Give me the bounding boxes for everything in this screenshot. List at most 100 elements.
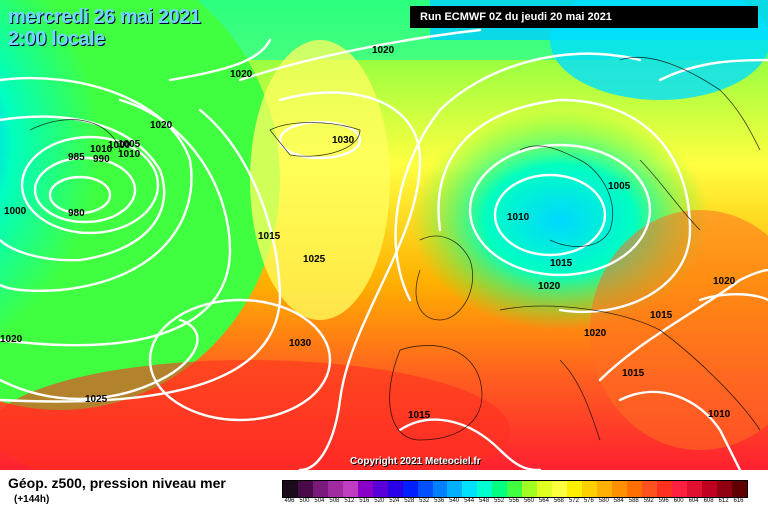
color-scale-swatch (477, 481, 493, 497)
color-scale-label: 608 (703, 498, 714, 504)
isobar-990 (20, 135, 160, 235)
isobar-label: 1000 (4, 206, 27, 217)
isobar-north-east (658, 58, 768, 82)
isobar-1010-low (493, 173, 607, 257)
color-scale-label: 572 (568, 498, 579, 504)
color-scale-label: 568 (553, 498, 564, 504)
isobar-1025 (278, 91, 422, 470)
isobar-label: 1025 (303, 254, 326, 265)
color-scale-swatch (297, 481, 313, 497)
color-scale-labels: 496 500 504 508 512 516 520 524 528 532 536 540 544 5… (282, 498, 746, 508)
color-scale-label: 580 (598, 498, 609, 504)
isobar-label: 1015 (408, 410, 431, 421)
color-scale-swatch (387, 481, 403, 497)
isobar-label: 1005 (118, 139, 141, 150)
color-scale-label: 612 (718, 498, 729, 504)
color-scale-label: 540 (449, 498, 460, 504)
isobar-labels: 1020 1020 1020 985 990 1000 1005 1010 10… (0, 45, 736, 421)
isobar-label: 1020 (713, 276, 736, 287)
color-scale-label: 508 (329, 498, 340, 504)
isobar-1010-east (618, 390, 742, 470)
color-scale-label: 592 (643, 498, 654, 504)
color-scale-label: 560 (523, 498, 534, 504)
isobar-1025-south (0, 318, 199, 401)
isobar-label: 1015 (650, 310, 673, 321)
color-scale-label: 536 (434, 498, 445, 504)
isobar-label: 1020 (0, 334, 23, 345)
color-scale-swatch (327, 481, 343, 497)
color-scale-label: 552 (494, 498, 505, 504)
color-scale-swatch (597, 481, 612, 497)
color-scale-label: 504 (314, 498, 325, 504)
isobar-1010 (0, 98, 232, 347)
color-scale-swatch (611, 481, 627, 497)
color-scale-label: 524 (389, 498, 400, 504)
color-scale-label: 588 (628, 498, 639, 504)
color-scale-swatch (686, 481, 702, 497)
color-scale-swatch (656, 481, 672, 497)
isobar-label: 1015 (550, 258, 573, 269)
color-scale-label: 556 (508, 498, 520, 504)
forecast-date-line1: mercredi 26 mai 2021 (8, 6, 201, 28)
map-canvas: 1020 1020 1020 985 990 1000 1005 1010 10… (0, 0, 768, 470)
forecast-date: mercredi 26 mai 2021 2:00 locale (8, 6, 201, 50)
color-scale-label: 496 (284, 498, 295, 504)
color-scale-label: 564 (538, 498, 549, 504)
color-scale-swatch (671, 481, 687, 497)
legend-footer: Géop. z500, pression niveau mer (+144h) … (0, 470, 768, 512)
isobar-1015 (0, 108, 282, 403)
isobar-label: 1030 (332, 135, 355, 146)
color-scale-swatch (447, 481, 463, 497)
color-scale-swatch (552, 481, 568, 497)
legend-title: Géop. z500, pression niveau mer (8, 475, 226, 491)
isobar-label: 1005 (608, 181, 631, 192)
isobar-1015-low (468, 143, 652, 277)
color-scale-label: 576 (583, 498, 594, 504)
color-scale-label: 604 (688, 498, 699, 504)
color-scale-label: 548 (479, 498, 490, 504)
isobar-label: 1020 (538, 281, 561, 292)
isobar-label: 1010 (118, 149, 141, 160)
color-scale-label: 520 (374, 498, 385, 504)
isobar-980 (48, 175, 112, 215)
isobar-1030-iceland (278, 120, 362, 160)
color-scale-label: 584 (613, 498, 624, 504)
color-scale-swatch (716, 481, 732, 497)
color-scale-label: 500 (299, 498, 310, 504)
isobar-label: 985 (68, 152, 85, 163)
isobar-label: 1025 (85, 394, 108, 405)
color-scale-swatch (641, 481, 657, 497)
color-scale-swatch (567, 481, 583, 497)
color-scale-swatch (537, 481, 553, 497)
color-scale-swatch (492, 481, 508, 497)
color-scale-swatch (372, 481, 388, 497)
isobar-label: 1000 (108, 140, 131, 151)
color-scale (282, 480, 748, 498)
isobar-label: 1020 (584, 328, 607, 339)
isobar-1015-med (398, 418, 542, 470)
color-scale-swatch (357, 481, 373, 497)
color-scale-label: 528 (404, 498, 415, 504)
isobar-985 (33, 156, 137, 224)
isobar-label: 990 (93, 154, 110, 165)
isobar-label: 1020 (230, 69, 253, 80)
copyright-notice: Copyright 2021 Meteociel.fr (350, 456, 481, 467)
color-scale-swatch (507, 481, 523, 497)
forecast-date-line2: 2:00 locale (8, 28, 105, 50)
isobar-label: 1015 (258, 231, 281, 242)
color-scale-label: 616 (733, 498, 744, 504)
isobar-label: 980 (68, 208, 85, 219)
isobar-1005 (0, 76, 193, 292)
legend-subtitle: (+144h) (14, 494, 50, 505)
isobar-1030-south (148, 298, 332, 422)
color-scale-label: 512 (344, 498, 355, 504)
weather-map: 1020 1020 1020 985 990 1000 1005 1010 10… (0, 0, 768, 470)
color-scale-swatch (522, 481, 538, 497)
coastlines (29, 56, 761, 441)
color-scale-swatch (312, 481, 328, 497)
color-scale-label: 544 (464, 498, 475, 504)
isobar-1020-north (168, 28, 482, 82)
run-banner: Run ECMWF 0Z du jeudi 20 mai 2021 (410, 6, 758, 28)
color-scale-swatch (342, 481, 358, 497)
isobar-label: 1020 (372, 45, 395, 56)
